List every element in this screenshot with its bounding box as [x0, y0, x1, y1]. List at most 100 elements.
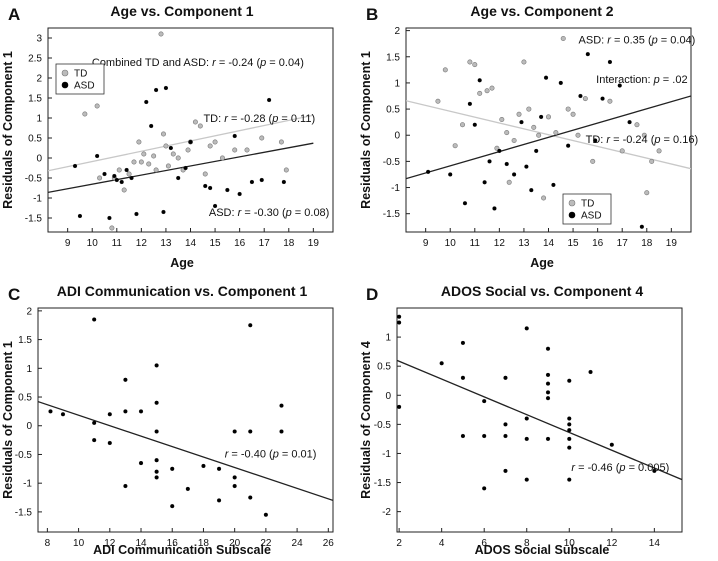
data-point — [482, 399, 487, 404]
td-point — [138, 159, 144, 165]
asd-point — [149, 123, 154, 129]
panel-c: C ADI Communication vs. Component 18 10 12 1… — [1, 283, 334, 557]
td-point — [452, 143, 458, 149]
asd-point — [134, 211, 139, 217]
data-point — [217, 466, 222, 471]
data-point — [154, 475, 159, 480]
data-point — [232, 484, 237, 489]
annotation-r-value: r — [606, 134, 611, 146]
asd-point — [462, 201, 468, 206]
asd-point — [232, 133, 237, 139]
plot-frame — [396, 307, 683, 533]
y-tick-label: 2 — [394, 26, 400, 37]
data-point — [524, 416, 529, 421]
data-point — [107, 412, 112, 417]
data-point — [263, 512, 268, 517]
asd-point — [524, 164, 529, 169]
annotation-end: = 0.04) — [266, 57, 304, 69]
y-tick-label: 2 — [36, 74, 42, 85]
data-point — [123, 409, 128, 414]
x-tick-label: 12 — [606, 538, 618, 549]
td-point — [511, 137, 517, 143]
data-point — [154, 429, 159, 434]
x-tick-label: 12 — [494, 238, 506, 249]
td-point — [207, 143, 213, 149]
y-axis-label: Residuals of Component 1 — [1, 51, 15, 209]
data-point — [154, 469, 159, 474]
y-tick-label: -0.5 — [15, 450, 33, 461]
td-point — [644, 190, 650, 196]
td-point — [136, 139, 142, 145]
data-point — [567, 436, 572, 441]
x-tick-label: 13 — [160, 238, 172, 249]
td-point — [504, 130, 510, 136]
asd-point — [593, 138, 598, 143]
asd-point — [482, 180, 487, 185]
data-point — [545, 381, 551, 386]
y-tick-label: 2 — [26, 306, 32, 317]
td-point — [526, 106, 532, 112]
x-tick-label: 20 — [229, 538, 241, 549]
panel-a: A Age vs. Component 19 10 11 12 13 14 15 16 17 18 1… — [1, 3, 334, 270]
data-point — [397, 314, 402, 319]
asd-point — [144, 99, 149, 105]
td-point — [232, 147, 238, 153]
panel-b: B Age vs. Component 29 10 11 12 13 14 15 16 17 18 1… — [359, 3, 698, 270]
x-axis-label: ADOS Social Subscale — [475, 543, 610, 557]
td-point — [170, 151, 176, 157]
legend-entry: TD — [581, 199, 594, 210]
y-tick-label: 0 — [36, 154, 42, 165]
td-point — [477, 90, 483, 96]
y-axis-label: Residuals of Component 1 — [359, 51, 373, 209]
x-tick-label: 11 — [112, 238, 123, 249]
y-tick-label: -1 — [382, 449, 391, 460]
panel-letter: A — [8, 5, 20, 24]
asd-point — [176, 175, 181, 181]
y-tick-label: 1 — [394, 78, 400, 89]
y-tick-label: -1.5 — [25, 214, 43, 225]
x-tick-label: 10 — [73, 538, 85, 549]
x-axis-label: ADI Communication Subscale — [93, 543, 271, 557]
x-tick-label: 8 — [524, 538, 530, 549]
data-point — [232, 429, 237, 434]
annotation-rest: = -0.24 ( — [610, 134, 655, 146]
legend-entry: ASD — [74, 81, 95, 92]
legend-box — [55, 63, 105, 95]
td-point — [126, 171, 132, 177]
legend-marker — [568, 211, 576, 219]
chart-title: ADOS Social vs. Component 4 — [441, 283, 643, 299]
td-point — [545, 114, 551, 120]
data-point — [545, 346, 551, 351]
x-tick-label: 17 — [617, 238, 629, 249]
data-point — [248, 429, 253, 434]
asd-point — [112, 173, 117, 179]
td-point — [649, 158, 655, 164]
data-point — [279, 429, 284, 434]
data-point — [138, 461, 144, 466]
data-point — [248, 495, 253, 500]
asd-point — [600, 96, 605, 101]
asd-point — [237, 191, 242, 197]
data-point — [567, 422, 572, 427]
td-point — [565, 106, 571, 112]
data-point — [232, 475, 237, 480]
annotation-end: = 0.16) — [661, 134, 699, 146]
td-point — [163, 143, 169, 149]
annotation-rest: = -0.24 ( — [216, 57, 261, 69]
chart-title: ADI Communication vs. Component 1 — [57, 283, 308, 299]
td-point — [634, 122, 640, 128]
td-point — [590, 158, 596, 164]
asd-point — [487, 159, 492, 164]
asd-point — [448, 172, 453, 177]
x-tick-label: 13 — [518, 238, 530, 249]
data-point — [201, 463, 206, 468]
data-point — [567, 477, 572, 482]
asd-point — [607, 59, 612, 65]
y-tick-label: 2.5 — [28, 54, 42, 65]
asd-point — [163, 85, 168, 91]
td-point — [212, 139, 218, 145]
x-tick-label: 10 — [87, 238, 99, 249]
x-tick-label: 14 — [185, 238, 197, 249]
data-point — [123, 377, 128, 382]
td-point — [656, 148, 662, 154]
